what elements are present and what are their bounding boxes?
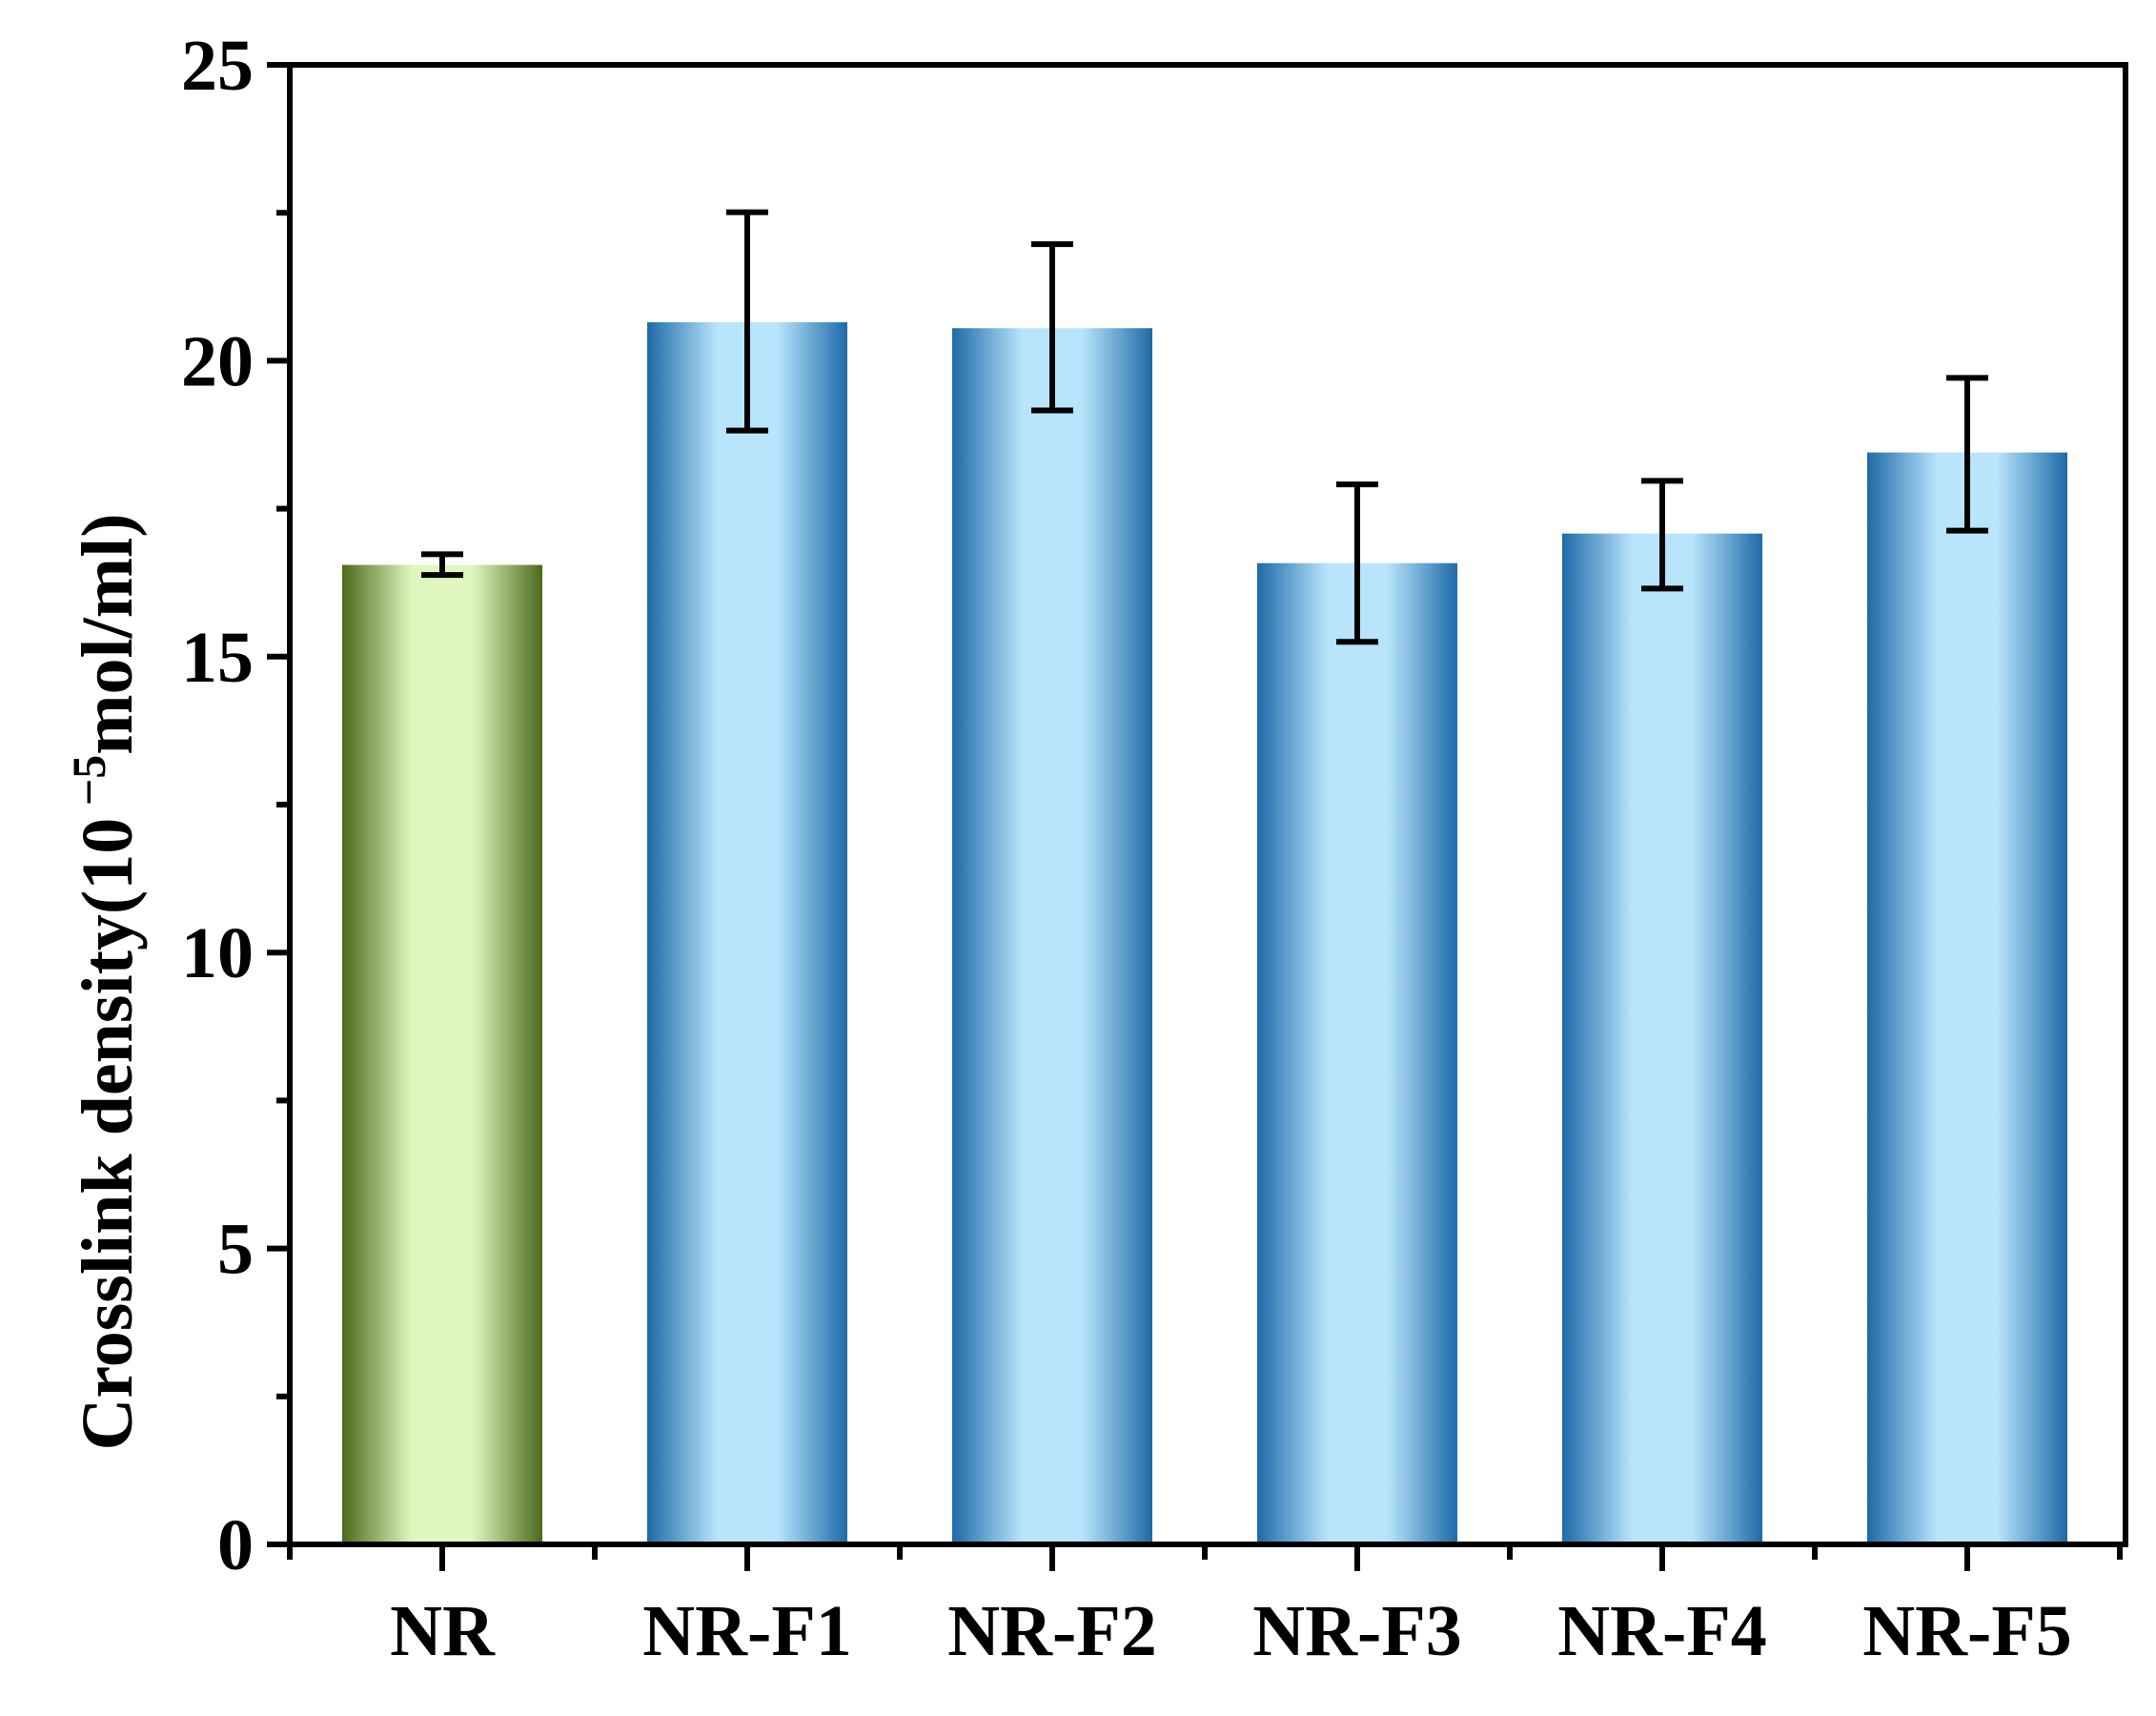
y-tick-label-25: 25	[181, 26, 254, 106]
error-bar-nr-f3	[1336, 481, 1378, 645]
y-axis-title-suffix: mol/ml)	[68, 513, 148, 754]
y-tick-label-0: 0	[217, 1505, 254, 1585]
error-bar-nr-f2	[1031, 241, 1073, 414]
y-axis-title-superscript: −5	[62, 755, 115, 818]
bar-nr	[342, 564, 542, 1545]
error-bar-nr	[421, 551, 463, 579]
bar-nr-f2	[952, 328, 1152, 1545]
y-axis-title-prefix: Crosslink density(10	[68, 818, 148, 1451]
y-tick-label-20: 20	[181, 321, 254, 401]
bar-nr-f1	[647, 322, 847, 1545]
x-tick-label-nr-f1: NR-F1	[642, 1591, 852, 1671]
bars-layer	[342, 322, 2067, 1545]
x-tick-label-nr-f4: NR-F4	[1557, 1591, 1767, 1671]
plot-frame	[287, 62, 2128, 1547]
y-tick-label-10: 10	[181, 913, 254, 993]
error-bar-nr-f1	[726, 209, 768, 434]
y-axis-title: Crosslink density(10 −5mol/ml)	[62, 513, 148, 1450]
bar-nr-f3	[1257, 562, 1457, 1544]
bar-nr-f5	[1867, 452, 2067, 1544]
bar-nr-f4	[1562, 533, 1762, 1544]
error-bar-nr-f4	[1641, 478, 1683, 592]
labels-layer: NR NR-F1 NR-F2 NR-F3 NR-F4 NR-F5 0 5 10 15 20 25	[181, 26, 2072, 1671]
y-tick-label-15: 15	[181, 618, 254, 698]
x-tick-label-nr: NR	[390, 1591, 496, 1671]
error-bars-layer	[421, 209, 1988, 645]
x-tick-label-nr-f2: NR-F2	[947, 1591, 1157, 1671]
y-tick-label-5: 5	[217, 1210, 254, 1290]
x-tick-label-nr-f5: NR-F5	[1862, 1591, 2072, 1671]
error-bar-nr-f5	[1946, 375, 1988, 534]
axes-layer	[267, 62, 2128, 1571]
x-tick-label-nr-f3: NR-F3	[1252, 1591, 1462, 1671]
